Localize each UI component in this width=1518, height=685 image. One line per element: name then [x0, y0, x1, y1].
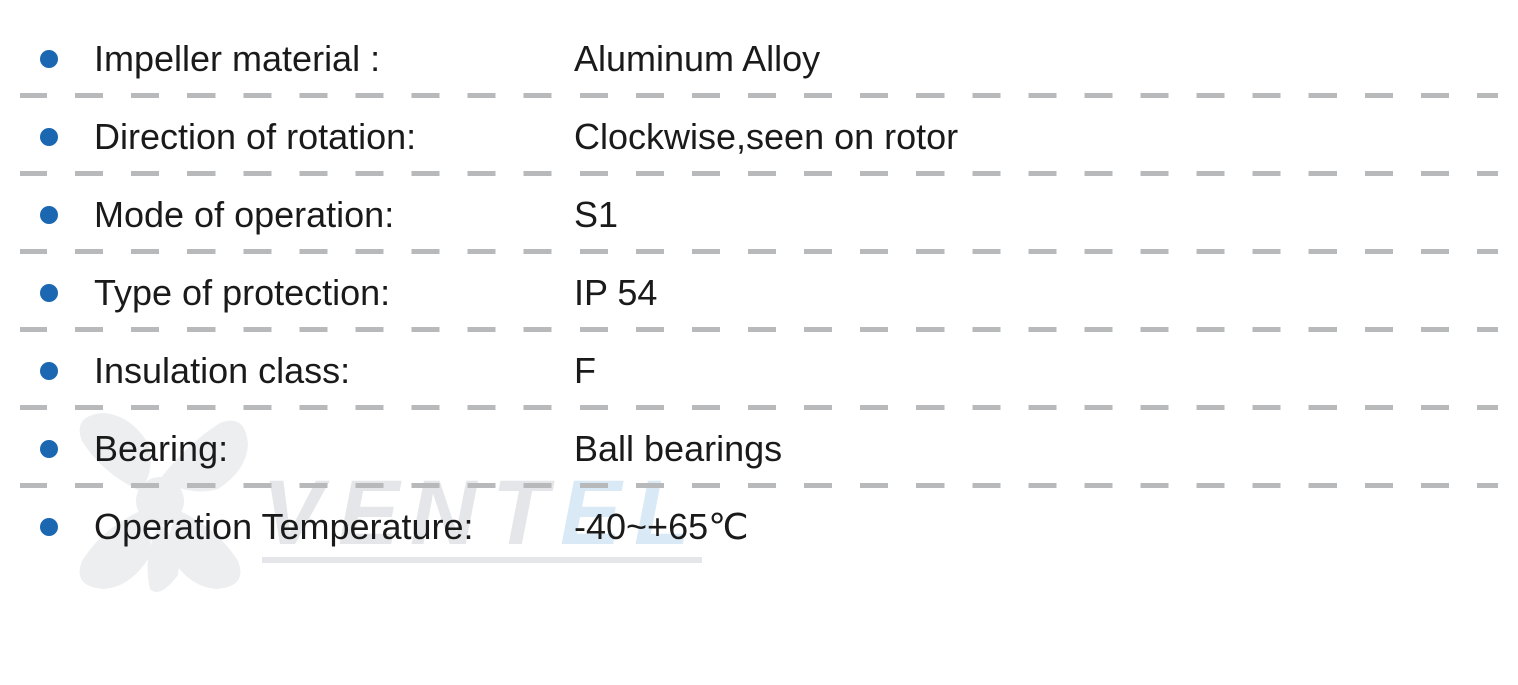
spec-label: Bearing:	[94, 428, 574, 470]
bullet-icon	[40, 128, 58, 146]
spec-label: Impeller material :	[94, 38, 574, 80]
spec-value: Clockwise,seen on rotor	[574, 116, 958, 158]
spec-label: Operation Temperature:	[94, 506, 574, 548]
spec-row: Insulation class: F	[40, 332, 1478, 410]
spec-value: -40~+65℃	[574, 506, 749, 548]
spec-row: Direction of rotation: Clockwise,seen on…	[40, 98, 1478, 176]
spec-label: Insulation class:	[94, 350, 574, 392]
spec-list: Impeller material : Aluminum Alloy Direc…	[0, 0, 1518, 586]
spec-value: IP 54	[574, 272, 657, 314]
bullet-icon	[40, 518, 58, 536]
bullet-icon	[40, 206, 58, 224]
bullet-icon	[40, 362, 58, 380]
spec-row: Operation Temperature: -40~+65℃	[40, 488, 1478, 566]
spec-row: Mode of operation: S1	[40, 176, 1478, 254]
spec-value: F	[574, 350, 596, 392]
spec-label: Mode of operation:	[94, 194, 574, 236]
bullet-icon	[40, 440, 58, 458]
spec-label: Direction of rotation:	[94, 116, 574, 158]
spec-row: Bearing: Ball bearings	[40, 410, 1478, 488]
bullet-icon	[40, 50, 58, 68]
spec-value: Ball bearings	[574, 428, 782, 470]
spec-value: S1	[574, 194, 618, 236]
bullet-icon	[40, 284, 58, 302]
spec-value: Aluminum Alloy	[574, 38, 820, 80]
spec-label: Type of protection:	[94, 272, 574, 314]
spec-row: Type of protection: IP 54	[40, 254, 1478, 332]
spec-row: Impeller material : Aluminum Alloy	[40, 20, 1478, 98]
